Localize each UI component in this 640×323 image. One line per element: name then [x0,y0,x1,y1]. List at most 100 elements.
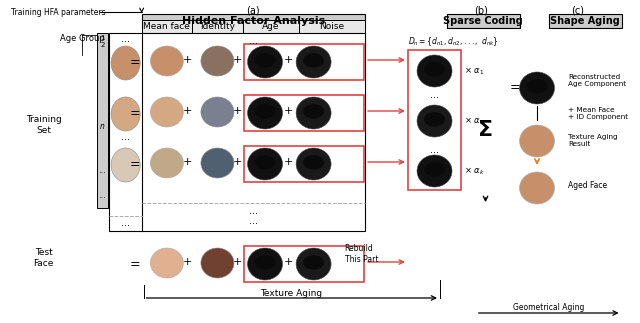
Text: +: + [284,257,293,267]
Ellipse shape [520,172,554,204]
Text: ...: ... [249,206,258,216]
Text: Test
Face: Test Face [33,248,54,268]
Text: (b): (b) [474,5,488,15]
Ellipse shape [248,97,282,129]
Bar [244,146,364,182]
Ellipse shape [201,46,234,76]
Text: =: = [129,57,140,69]
Text: $\times\ \alpha_k$: $\times\ \alpha_k$ [464,165,485,177]
Text: +: + [233,257,243,267]
Text: Reconstructed
Age Component: Reconstructed Age Component [568,74,626,87]
Ellipse shape [303,155,324,170]
Ellipse shape [111,148,140,182]
Text: =: = [129,108,140,120]
Text: Age Group: Age Group [60,34,105,43]
Ellipse shape [255,104,275,119]
Text: ...: ... [249,216,258,226]
Text: Mean face: Mean face [143,22,190,31]
Text: ...: ... [99,165,106,174]
Ellipse shape [111,97,140,131]
Bar [447,14,520,28]
Text: ...: ... [121,218,130,228]
Ellipse shape [248,248,282,280]
Ellipse shape [296,97,331,129]
Ellipse shape [296,248,331,280]
Ellipse shape [520,72,554,104]
Text: Training HFA parameters: Training HFA parameters [11,7,106,16]
Text: Identity: Identity [200,22,235,31]
Text: Aged Face: Aged Face [568,181,607,190]
Ellipse shape [303,53,324,68]
Text: (a): (a) [246,5,260,15]
Text: ...: ... [249,36,258,46]
Bar [548,14,621,28]
Ellipse shape [255,155,275,170]
Bar [243,20,299,33]
Ellipse shape [417,155,452,187]
Text: Sparse Coding: Sparse Coding [444,16,523,26]
Ellipse shape [150,248,184,278]
Text: Age: Age [262,22,280,31]
Bar [192,20,243,33]
Text: ...: ... [121,132,130,142]
Text: (c): (c) [572,5,584,15]
Text: Texture Aging
Result: Texture Aging Result [568,133,618,147]
Text: 1: 1 [100,35,104,41]
Ellipse shape [424,162,445,177]
Text: Noise: Noise [319,22,344,31]
Ellipse shape [303,255,324,270]
Ellipse shape [255,255,275,270]
Text: =: = [509,81,520,95]
Ellipse shape [201,148,234,178]
Text: ...: ... [121,34,130,44]
Ellipse shape [150,46,184,76]
Text: +: + [182,157,192,167]
Ellipse shape [248,148,282,180]
Ellipse shape [296,148,331,180]
Ellipse shape [150,97,184,127]
Ellipse shape [527,79,547,94]
Bar [299,20,365,33]
Bar [109,33,143,231]
Text: $\times\ \alpha_1$: $\times\ \alpha_1$ [464,65,484,77]
Ellipse shape [417,55,452,87]
Ellipse shape [424,62,445,77]
Text: Texture Aging: Texture Aging [260,288,323,297]
Text: ...: ... [99,191,106,200]
Text: +: + [284,157,293,167]
Text: + Mean Face
+ ID Component: + Mean Face + ID Component [568,107,628,120]
Ellipse shape [201,248,234,278]
Text: +: + [233,55,243,65]
Text: +: + [284,106,293,116]
Bar [408,50,461,190]
Text: ...: ... [430,90,439,100]
Bar [141,14,365,28]
Ellipse shape [520,125,554,157]
Ellipse shape [424,112,445,127]
Text: 2: 2 [100,42,104,48]
Ellipse shape [417,105,452,137]
Ellipse shape [201,97,234,127]
Bar [141,33,365,231]
Bar [244,95,364,131]
Text: =: = [129,258,140,272]
Bar [141,20,192,33]
Text: +: + [233,106,243,116]
Text: ...: ... [430,145,439,155]
Text: +: + [182,257,192,267]
Text: Shape Aging: Shape Aging [550,16,620,26]
Bar [97,33,108,208]
Text: $D_n = \{d_{n1}, d_{n2}, ...,\ d_{nk}\}$: $D_n = \{d_{n1}, d_{n2}, ...,\ d_{nk}\}$ [408,36,499,48]
Text: Geometrical Aging: Geometrical Aging [513,304,584,312]
Ellipse shape [303,104,324,119]
Ellipse shape [150,148,184,178]
Text: +: + [182,106,192,116]
Bar [244,44,364,80]
Text: Σ: Σ [478,120,493,140]
Ellipse shape [111,46,140,80]
Text: $\times\ \alpha_2$: $\times\ \alpha_2$ [464,115,484,127]
Text: =: = [129,159,140,172]
Ellipse shape [296,46,331,78]
Text: +: + [284,55,293,65]
Text: +: + [233,157,243,167]
